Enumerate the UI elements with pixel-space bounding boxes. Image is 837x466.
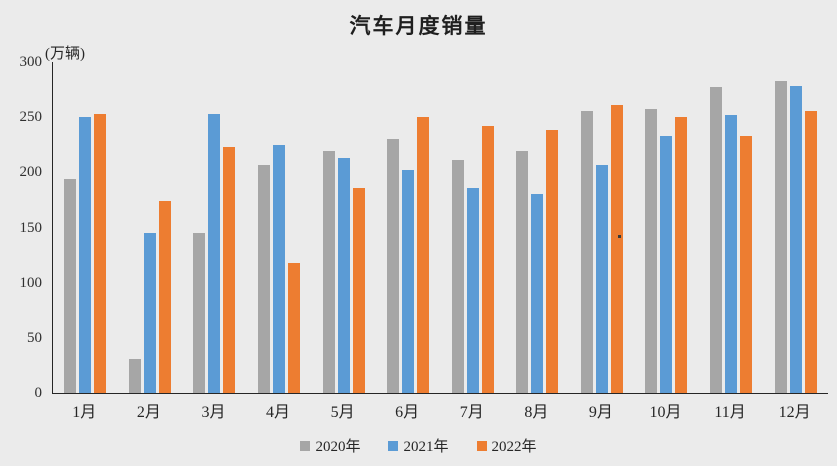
x-tick-label-9月: 9月 — [588, 404, 613, 421]
bar-2022年-1月 — [94, 113, 107, 393]
bar-group-7月 — [440, 62, 505, 393]
bar-2021年-2月 — [143, 233, 156, 393]
bar-group-12月 — [763, 62, 828, 393]
bar-group-10月 — [634, 62, 699, 393]
x-tick-label-11月: 11月 — [714, 404, 746, 421]
bar-2021年-4月 — [273, 144, 286, 393]
bar-2020年-4月 — [258, 164, 271, 393]
bar-2020年-10月 — [645, 109, 658, 393]
legend-item-2022年: 2022年 — [476, 435, 537, 456]
bar-2021年-5月 — [337, 158, 350, 393]
legend-label: 2022年 — [491, 439, 537, 455]
bar-group-1月 — [53, 62, 118, 393]
legend-swatch-icon — [388, 440, 399, 451]
bar-group-8月 — [505, 62, 570, 393]
y-axis-unit-label: (万辆) — [45, 46, 85, 62]
bar-2020年-12月 — [774, 80, 787, 393]
x-tick-label-7月: 7月 — [459, 404, 484, 421]
bar-2020年-7月 — [451, 160, 464, 393]
x-axis: 1月 2月 3月 4月 5月 6月 7月 8月 9月 10月 11月 12月 — [52, 398, 827, 422]
bar-2022年-5月 — [352, 187, 365, 393]
x-tick-label-8月: 8月 — [524, 404, 549, 421]
bar-2022年-12月 — [804, 110, 817, 393]
y-tick-label-0: 0 — [34, 385, 43, 401]
x-tick-label-12月: 12月 — [778, 404, 811, 421]
x-tick-label-4月: 4月 — [266, 404, 291, 421]
bar-2021年-6月 — [402, 170, 415, 393]
legend-item-2021年: 2021年 — [388, 435, 449, 456]
legend-swatch-icon — [300, 440, 311, 451]
x-tick-label-3月: 3月 — [201, 404, 226, 421]
bar-2022年-3月 — [223, 146, 236, 393]
y-axis: 0 50 100 150 200 250 300 — [0, 54, 44, 401]
cursor-artifact — [618, 235, 621, 238]
bar-group-2月 — [118, 62, 183, 393]
bar-group-9月 — [570, 62, 635, 393]
bar-group-3月 — [182, 62, 247, 393]
legend-item-2020年: 2020年 — [300, 435, 360, 456]
bar-2021年-11月 — [725, 114, 738, 393]
bar-2022年-2月 — [158, 201, 171, 393]
bar-2021年-12月 — [789, 86, 802, 393]
bar-2022年-7月 — [481, 126, 494, 393]
bar-group-6月 — [376, 62, 441, 393]
bar-2020年-3月 — [193, 233, 206, 393]
bar-group-4月 — [247, 62, 312, 393]
y-tick-label-300: 300 — [19, 54, 43, 70]
plot-area — [52, 62, 828, 394]
bar-group-5月 — [311, 62, 376, 393]
bar-2020年-5月 — [322, 151, 335, 393]
x-tick-label-1月: 1月 — [72, 404, 97, 421]
bar-2020年-9月 — [580, 110, 593, 393]
bar-2021年-9月 — [595, 164, 608, 393]
x-tick-label-10月: 10月 — [649, 404, 682, 421]
bar-2020年-1月 — [64, 178, 77, 393]
x-tick-label-5月: 5月 — [330, 404, 355, 421]
bar-2020年-8月 — [516, 151, 529, 393]
bar-2021年-3月 — [208, 113, 221, 393]
chart-title: 汽车月度销量 — [349, 14, 488, 38]
bar-2021年-7月 — [466, 187, 479, 393]
y-tick-label-200: 200 — [19, 164, 43, 181]
bar-2022年-9月 — [610, 105, 623, 393]
legend-label: 2020年 — [315, 439, 361, 455]
x-tick-label-2月: 2月 — [136, 404, 161, 421]
bar-2021年-8月 — [531, 194, 544, 393]
bar-2021年-1月 — [79, 117, 92, 393]
bar-2022年-4月 — [288, 262, 301, 393]
y-tick-label-250: 250 — [19, 109, 43, 126]
x-tick-label-6月: 6月 — [395, 404, 420, 421]
bar-2022年-8月 — [546, 130, 559, 393]
y-tick-label-50: 50 — [27, 329, 42, 346]
bar-2020年-6月 — [387, 139, 400, 393]
y-tick-label-150: 150 — [19, 219, 43, 236]
bar-group-11月 — [699, 62, 764, 393]
legend-swatch-icon — [476, 440, 487, 451]
bar-2020年-2月 — [128, 358, 141, 393]
bar-2021年-10月 — [660, 135, 673, 393]
legend-label: 2021年 — [403, 439, 449, 455]
legend: 2020年 2021年 2022年 — [0, 435, 837, 456]
bar-2022年-11月 — [740, 135, 753, 393]
bar-2022年-10月 — [675, 117, 688, 393]
bar-2022年-6月 — [417, 117, 430, 393]
bar-2020年-11月 — [710, 87, 723, 393]
y-tick-label-100: 100 — [19, 274, 43, 291]
